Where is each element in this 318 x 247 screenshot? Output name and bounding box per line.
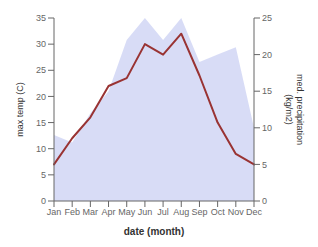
- svg-text:Feb: Feb: [64, 207, 80, 217]
- svg-text:25: 25: [262, 13, 272, 23]
- svg-text:Apr: Apr: [102, 207, 116, 217]
- svg-text:5: 5: [41, 170, 46, 180]
- svg-text:Jul: Jul: [157, 207, 169, 217]
- svg-text:0: 0: [262, 196, 267, 206]
- svg-text:10: 10: [36, 144, 46, 154]
- svg-text:10: 10: [262, 123, 272, 133]
- svg-text:med. precipitation(kg/m2): med. precipitation(kg/m2): [284, 74, 305, 145]
- svg-text:30: 30: [36, 39, 46, 49]
- svg-text:5: 5: [262, 160, 267, 170]
- svg-text:20: 20: [262, 50, 272, 60]
- svg-text:Oct: Oct: [211, 207, 226, 217]
- svg-text:Dec: Dec: [246, 207, 263, 217]
- svg-text:Mar: Mar: [83, 207, 99, 217]
- svg-text:15: 15: [262, 86, 272, 96]
- svg-text:0: 0: [41, 196, 46, 206]
- svg-text:15: 15: [36, 118, 46, 128]
- svg-text:Aug: Aug: [173, 207, 189, 217]
- svg-text:20: 20: [36, 92, 46, 102]
- svg-text:Jun: Jun: [138, 207, 153, 217]
- svg-text:Jan: Jan: [47, 207, 62, 217]
- svg-text:Nov: Nov: [228, 207, 245, 217]
- svg-text:May: May: [118, 207, 136, 217]
- svg-text:35: 35: [36, 13, 46, 23]
- svg-text:date (month): date (month): [124, 226, 185, 237]
- svg-text:25: 25: [36, 65, 46, 75]
- svg-text:Sep: Sep: [191, 207, 207, 217]
- svg-text:max temp (C): max temp (C): [15, 82, 25, 137]
